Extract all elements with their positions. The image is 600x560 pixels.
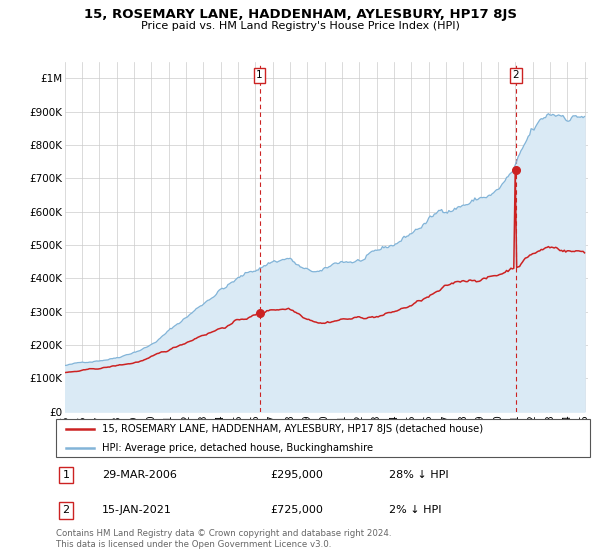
Text: Price paid vs. HM Land Registry's House Price Index (HPI): Price paid vs. HM Land Registry's House … <box>140 21 460 31</box>
Text: 15, ROSEMARY LANE, HADDENHAM, AYLESBURY, HP17 8JS: 15, ROSEMARY LANE, HADDENHAM, AYLESBURY,… <box>83 8 517 21</box>
FancyBboxPatch shape <box>56 419 590 457</box>
Text: 1: 1 <box>256 71 263 80</box>
Text: 1: 1 <box>62 470 70 480</box>
Text: HPI: Average price, detached house, Buckinghamshire: HPI: Average price, detached house, Buck… <box>101 443 373 453</box>
Text: 2: 2 <box>62 505 70 515</box>
Text: £725,000: £725,000 <box>270 505 323 515</box>
Text: Contains HM Land Registry data © Crown copyright and database right 2024.
This d: Contains HM Land Registry data © Crown c… <box>56 529 391 549</box>
Text: 28% ↓ HPI: 28% ↓ HPI <box>389 470 449 480</box>
Text: 15, ROSEMARY LANE, HADDENHAM, AYLESBURY, HP17 8JS (detached house): 15, ROSEMARY LANE, HADDENHAM, AYLESBURY,… <box>101 423 483 433</box>
Text: 29-MAR-2006: 29-MAR-2006 <box>101 470 176 480</box>
Text: 2% ↓ HPI: 2% ↓ HPI <box>389 505 442 515</box>
Text: 2: 2 <box>512 71 519 80</box>
Text: £295,000: £295,000 <box>270 470 323 480</box>
Text: 15-JAN-2021: 15-JAN-2021 <box>101 505 172 515</box>
